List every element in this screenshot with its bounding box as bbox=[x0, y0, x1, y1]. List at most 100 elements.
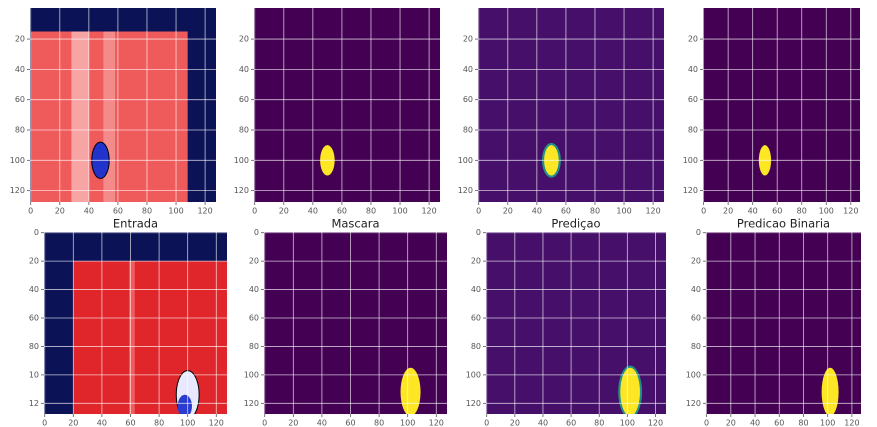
image-region bbox=[73, 261, 227, 414]
x-tick-label: 120 bbox=[648, 419, 663, 427]
y-tick-label: 40 bbox=[463, 65, 473, 74]
y-tick-label: 20 bbox=[239, 35, 249, 44]
x-tick-label: 120 bbox=[197, 207, 212, 216]
y-tick-label: 60 bbox=[688, 95, 698, 104]
y-tick-label: 0 bbox=[34, 228, 39, 237]
y-tick-label: 100 bbox=[683, 156, 698, 165]
x-tick-label: 120 bbox=[421, 207, 436, 216]
panel bbox=[264, 232, 447, 416]
panel-title: Predicao Binaria bbox=[737, 217, 830, 231]
y-tick-label: 120 bbox=[466, 399, 481, 408]
x-tick-label: 40 bbox=[84, 207, 94, 216]
x-tick-label: 20 bbox=[726, 419, 736, 427]
x-tick-label: 20 bbox=[68, 419, 78, 427]
x-tick-label: 20 bbox=[503, 207, 513, 216]
y-tick-label: 120 bbox=[458, 186, 473, 195]
x-tick-label: 100 bbox=[180, 419, 195, 427]
y-tick-label: 80 bbox=[249, 342, 259, 351]
x-tick-label: 60 bbox=[772, 207, 782, 216]
x-tick-label: 40 bbox=[750, 419, 760, 427]
x-tick-label: 100 bbox=[168, 207, 183, 216]
y-tick-label: 20 bbox=[691, 257, 701, 266]
x-tick-label: 0 bbox=[484, 419, 489, 427]
x-tick-label: 80 bbox=[594, 419, 604, 427]
y-tick-label: 40 bbox=[29, 285, 39, 294]
background bbox=[703, 8, 860, 202]
x-tick-label: 0 bbox=[42, 419, 47, 427]
y-tick-label: 60 bbox=[15, 95, 25, 104]
x-tick-label: 0 bbox=[476, 207, 481, 216]
y-tick-label: 0 bbox=[254, 228, 259, 237]
panel-title: Mascara bbox=[331, 217, 379, 231]
y-tick-label: 80 bbox=[471, 342, 481, 351]
x-tick-label: 0 bbox=[252, 207, 257, 216]
x-tick-label: 100 bbox=[400, 419, 415, 427]
x-tick-label: 40 bbox=[317, 419, 327, 427]
x-tick-label: 0 bbox=[704, 419, 709, 427]
y-tick-label: 40 bbox=[239, 65, 249, 74]
y-tick-label: 40 bbox=[688, 65, 698, 74]
panel bbox=[44, 232, 228, 419]
x-tick-label: 60 bbox=[561, 207, 571, 216]
x-tick-label: 120 bbox=[645, 207, 660, 216]
y-tick-label: 80 bbox=[15, 126, 25, 135]
y-tick-label: 40 bbox=[249, 285, 259, 294]
x-tick-label: 60 bbox=[566, 419, 576, 427]
panel bbox=[254, 8, 440, 202]
y-tick-label: 20 bbox=[688, 35, 698, 44]
panel bbox=[703, 8, 860, 202]
y-tick-label: 100 bbox=[244, 370, 259, 379]
x-tick-label: 40 bbox=[538, 419, 548, 427]
x-tick-label: 100 bbox=[819, 207, 834, 216]
x-tick-label: 40 bbox=[748, 207, 758, 216]
background bbox=[478, 8, 664, 202]
panel bbox=[30, 8, 216, 202]
x-tick-label: 120 bbox=[843, 207, 858, 216]
x-tick-label: 40 bbox=[532, 207, 542, 216]
y-tick-label: 80 bbox=[29, 342, 39, 351]
x-tick-label: 20 bbox=[723, 207, 733, 216]
y-tick-label: 100 bbox=[234, 156, 249, 165]
blob bbox=[178, 395, 192, 418]
figure: 0204060801001202040608010012002040608010… bbox=[0, 0, 877, 427]
x-tick-label: 40 bbox=[308, 207, 318, 216]
x-tick-label: 60 bbox=[345, 419, 355, 427]
panel bbox=[478, 8, 664, 202]
x-tick-label: 100 bbox=[392, 207, 407, 216]
panel bbox=[706, 232, 861, 416]
y-tick-label: 20 bbox=[463, 35, 473, 44]
y-tick-label: 100 bbox=[10, 156, 25, 165]
x-tick-label: 60 bbox=[113, 207, 123, 216]
y-tick-label: 20 bbox=[249, 257, 259, 266]
y-tick-label: 60 bbox=[463, 95, 473, 104]
y-tick-label: 120 bbox=[686, 399, 701, 408]
y-tick-label: 100 bbox=[466, 370, 481, 379]
y-tick-label: 40 bbox=[691, 285, 701, 294]
y-tick-label: 10 bbox=[29, 370, 39, 379]
x-tick-label: 20 bbox=[510, 419, 520, 427]
x-tick-label: 100 bbox=[616, 207, 631, 216]
x-tick-label: 80 bbox=[142, 207, 152, 216]
y-tick-label: 80 bbox=[239, 126, 249, 135]
y-tick-label: 60 bbox=[691, 314, 701, 323]
x-tick-label: 60 bbox=[125, 419, 135, 427]
y-tick-label: 20 bbox=[471, 257, 481, 266]
x-tick-label: 20 bbox=[55, 207, 65, 216]
x-tick-label: 100 bbox=[820, 419, 835, 427]
y-tick-label: 60 bbox=[249, 314, 259, 323]
x-tick-label: 20 bbox=[279, 207, 289, 216]
panel bbox=[486, 232, 666, 418]
x-tick-label: 100 bbox=[620, 419, 635, 427]
streak bbox=[129, 261, 135, 414]
background bbox=[254, 8, 440, 202]
x-tick-label: 0 bbox=[701, 207, 706, 216]
x-tick-label: 60 bbox=[337, 207, 347, 216]
x-tick-label: 0 bbox=[28, 207, 33, 216]
x-tick-label: 80 bbox=[374, 419, 384, 427]
y-tick-label: 12 bbox=[29, 399, 39, 408]
y-tick-label: 120 bbox=[10, 186, 25, 195]
y-tick-label: 20 bbox=[29, 257, 39, 266]
y-tick-label: 100 bbox=[458, 156, 473, 165]
y-tick-label: 40 bbox=[15, 65, 25, 74]
x-tick-label: 80 bbox=[590, 207, 600, 216]
